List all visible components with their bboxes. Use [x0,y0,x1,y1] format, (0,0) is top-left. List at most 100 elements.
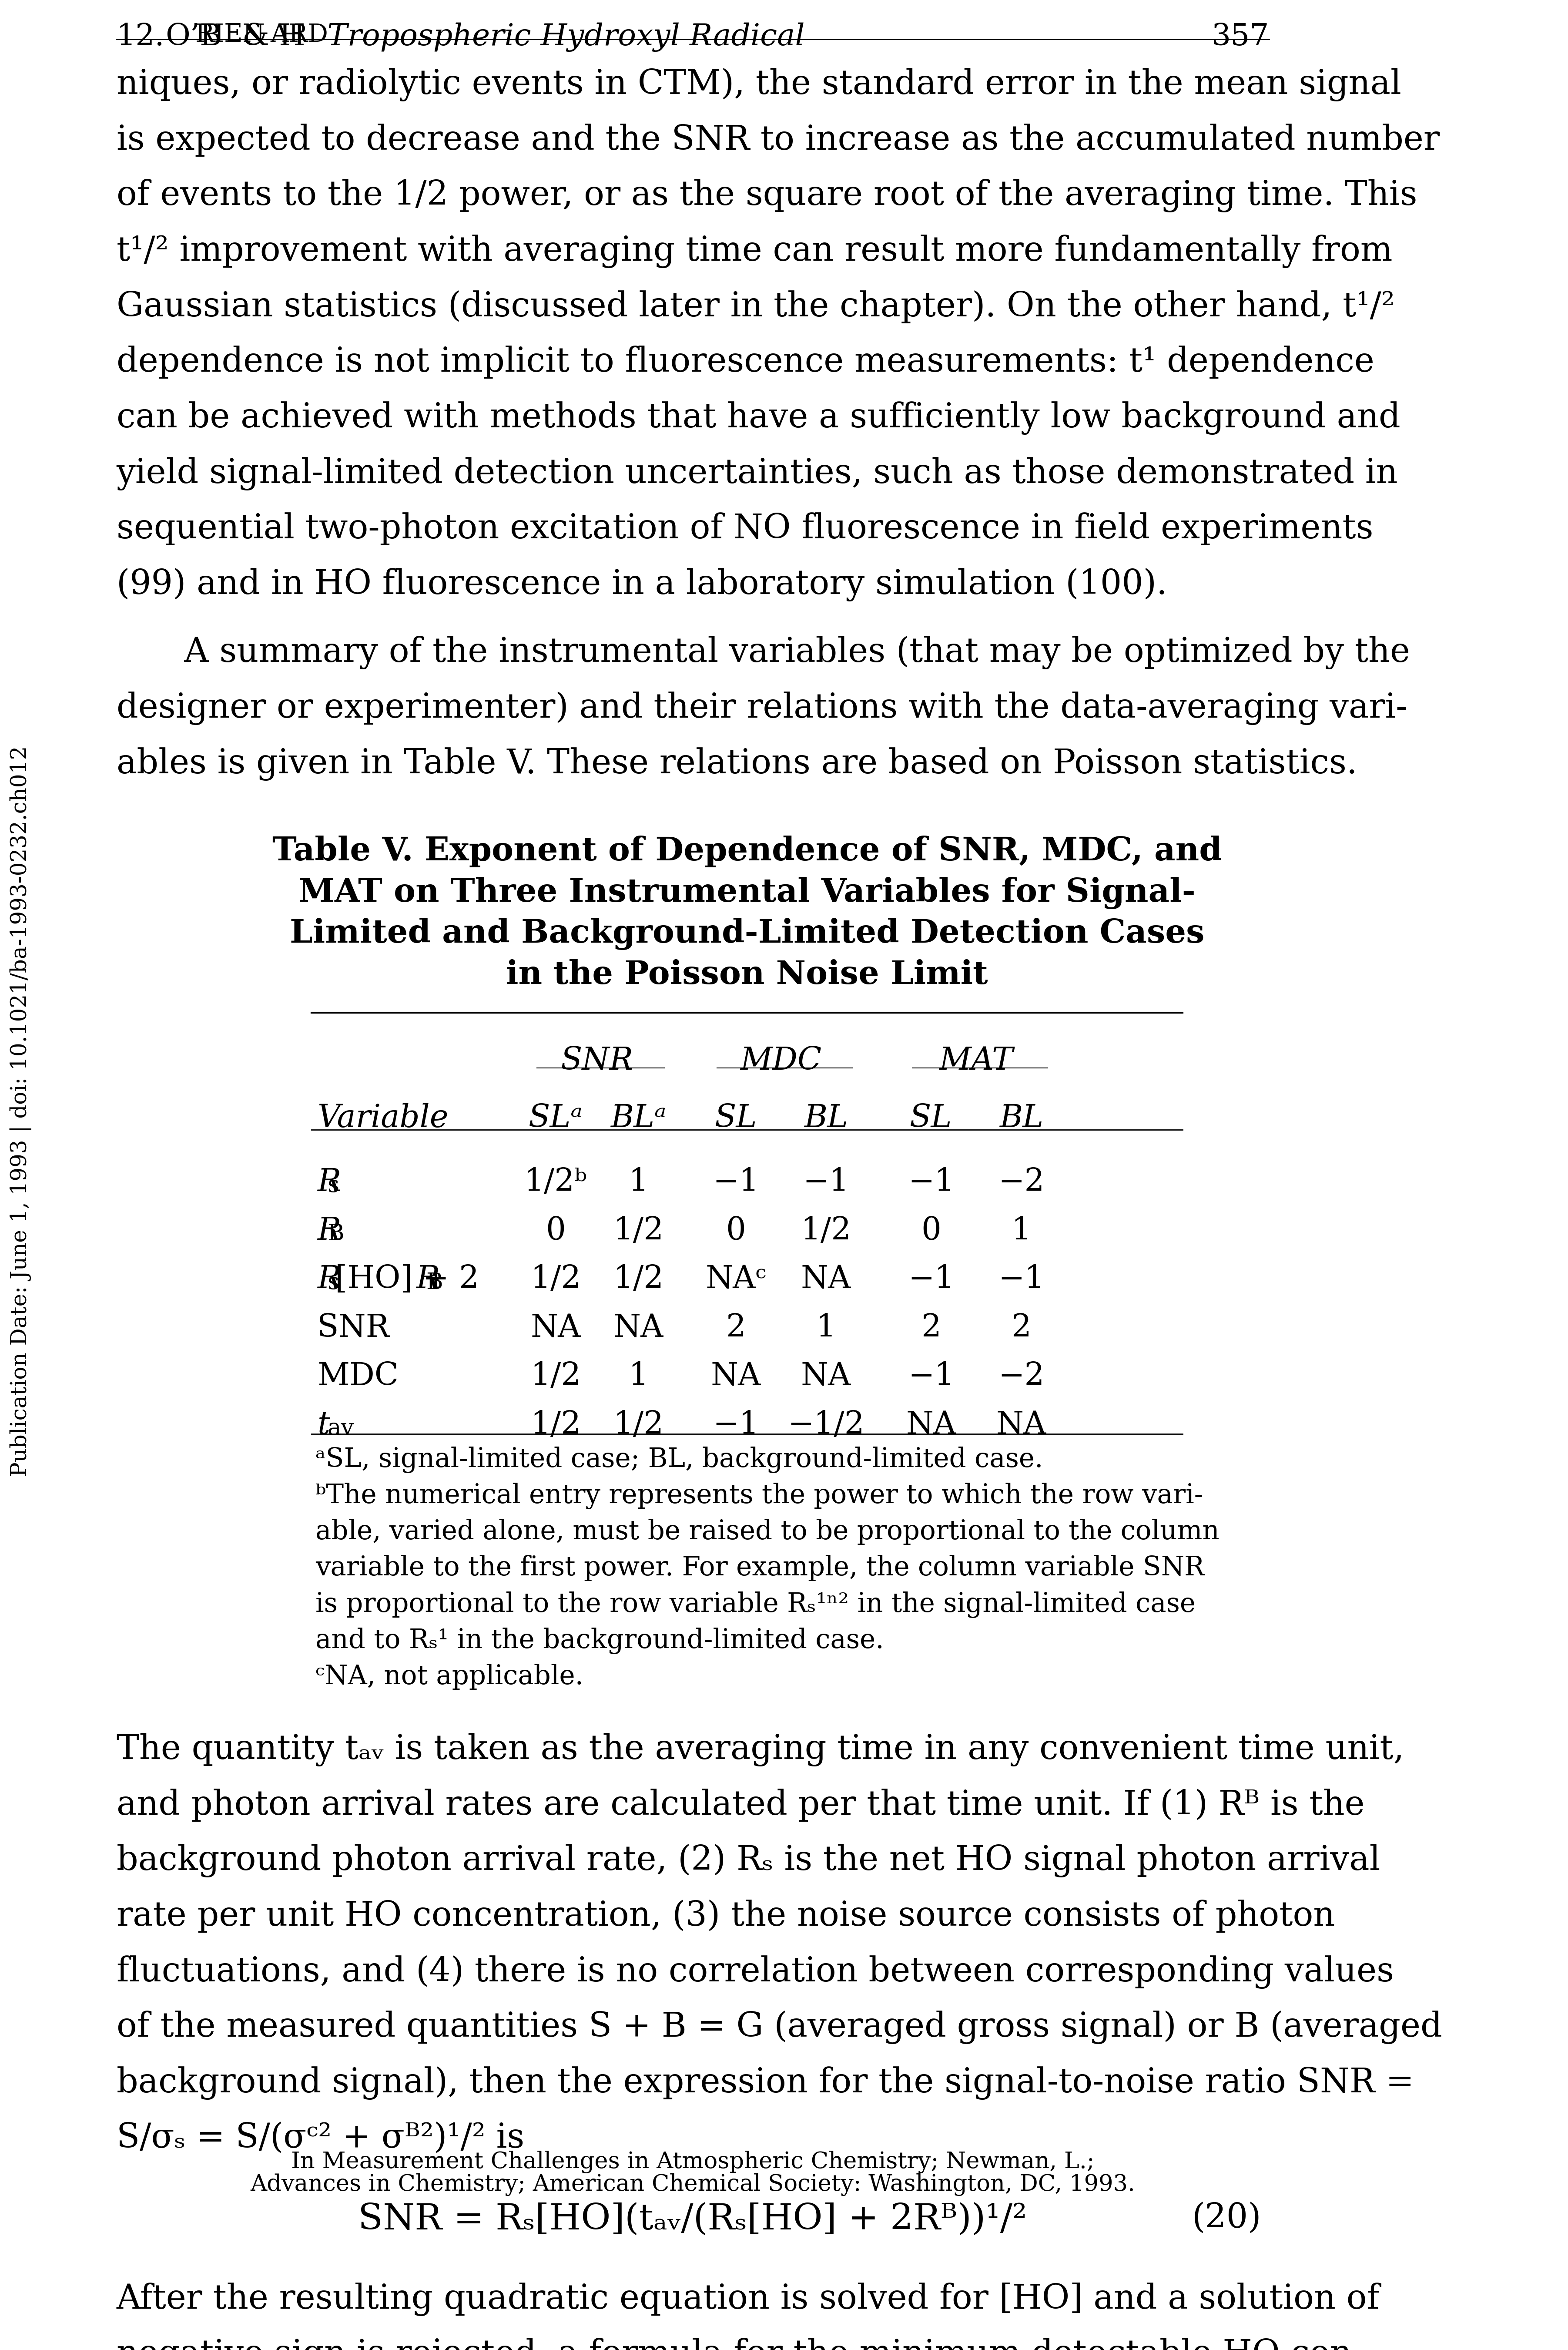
Text: 1: 1 [815,1314,836,1344]
Text: 1: 1 [629,1168,648,1199]
Text: R: R [317,1215,340,1246]
Text: BL: BL [804,1102,848,1133]
Text: dependence is not implicit to fluorescence measurements: t¹ dependence: dependence is not implicit to fluorescen… [116,345,1374,378]
Text: In Measurement Challenges in Atmospheric Chemistry; Newman, L.;: In Measurement Challenges in Atmospheric… [292,2150,1094,2174]
Text: −1: −1 [908,1264,955,1295]
Text: B: B [426,1271,444,1295]
Text: s: s [328,1271,339,1295]
Text: 2: 2 [920,1314,941,1344]
Text: (99) and in HO fluorescence in a laboratory simulation (100).: (99) and in HO fluorescence in a laborat… [116,569,1167,602]
Text: The quantity tₐᵥ is taken as the averaging time in any convenient time unit,: The quantity tₐᵥ is taken as the averagi… [116,1732,1403,1767]
Text: background photon arrival rate, (2) Rₛ is the net HO signal photon arrival: background photon arrival rate, (2) Rₛ i… [116,1845,1380,1878]
Text: BL: BL [999,1102,1043,1133]
Text: 357: 357 [1212,24,1269,52]
Text: SLᵃ: SLᵃ [528,1102,583,1133]
Text: R: R [416,1264,439,1295]
Text: sequential two-photon excitation of NO fluorescence in field experiments: sequential two-photon excitation of NO f… [116,512,1374,545]
Text: 1/2: 1/2 [613,1215,663,1246]
Text: 1/2: 1/2 [801,1215,851,1246]
Text: MDC: MDC [317,1361,398,1391]
Text: is expected to decrease and the SNR to increase as the accumulated number: is expected to decrease and the SNR to i… [116,125,1439,157]
Text: After the resulting quadratic equation is solved for [HO] and a solution of: After the resulting quadratic equation i… [116,2282,1380,2317]
Text: ᵃSL, signal-limited case; BL, background-limited case.: ᵃSL, signal-limited case; BL, background… [315,1448,1043,1473]
Text: variable to the first power. For example, the column variable SNR: variable to the first power. For example… [315,1556,1204,1582]
Text: −2: −2 [999,1168,1044,1199]
Text: ARD: ARD [270,24,328,47]
Text: RIEN: RIEN [196,24,265,47]
Text: 1/2: 1/2 [613,1410,663,1441]
Text: Publication Date: June 1, 1993 | doi: 10.1021/ba-1993-0232.ch012: Publication Date: June 1, 1993 | doi: 10… [9,745,31,1476]
Text: [HO] + 2: [HO] + 2 [336,1264,478,1295]
Text: 1/2: 1/2 [613,1264,663,1295]
Text: 0: 0 [726,1215,746,1246]
Text: s: s [328,1175,339,1196]
Text: MAT on Three Instrumental Variables for Signal-: MAT on Three Instrumental Variables for … [298,877,1196,909]
Text: SL: SL [909,1102,952,1133]
Text: rate per unit HO concentration, (3) the noise source consists of photon: rate per unit HO concentration, (3) the … [116,1899,1334,1932]
Text: O’B: O’B [165,24,221,52]
Text: t: t [317,1410,329,1441]
Text: and to Rₛ¹ in the background-limited case.: and to Rₛ¹ in the background-limited cas… [315,1629,884,1654]
Text: NAᶜ: NAᶜ [706,1264,767,1295]
Text: A summary of the instrumental variables (that may be optimized by the: A summary of the instrumental variables … [116,637,1410,670]
Text: 1/2ᵇ: 1/2ᵇ [524,1168,588,1199]
Text: SNR: SNR [317,1314,390,1344]
Text: NA: NA [906,1410,956,1441]
Text: −2: −2 [999,1361,1044,1391]
Text: SNR = Rₛ[HO](tₐᵥ/(Rₛ[HO] + 2Rᴮ))¹/²: SNR = Rₛ[HO](tₐᵥ/(Rₛ[HO] + 2Rᴮ))¹/² [358,2202,1027,2237]
Text: MAT: MAT [939,1046,1013,1076]
Text: ables is given in Table V. These relations are based on Poisson statistics.: ables is given in Table V. These relatio… [116,747,1356,780]
Text: Variable: Variable [317,1102,448,1133]
Text: Gaussian statistics (discussed later in the chapter). On the other hand, t¹/²: Gaussian statistics (discussed later in … [116,289,1394,324]
Text: −1: −1 [713,1168,759,1199]
Text: S/σₛ = S/(σᶜ² + σᴮ²)¹/² is: S/σₛ = S/(σᶜ² + σᴮ²)¹/² is [116,2122,524,2155]
Text: designer or experimenter) and their relations with the data-averaging vari-: designer or experimenter) and their rela… [116,691,1406,724]
Text: t¹/² improvement with averaging time can result more fundamentally from: t¹/² improvement with averaging time can… [116,235,1392,268]
Text: yield signal-limited detection uncertainties, such as those demonstrated in: yield signal-limited detection uncertain… [116,456,1399,491]
Text: in the Poisson Noise Limit: in the Poisson Noise Limit [506,959,988,992]
Text: niques, or radiolytic events in CTM), the standard error in the mean signal: niques, or radiolytic events in CTM), th… [116,68,1402,101]
Text: is proportional to the row variable Rₛ¹ⁿ² in the signal-limited case: is proportional to the row variable Rₛ¹ⁿ… [315,1591,1195,1617]
Text: NA: NA [530,1314,580,1344]
Text: ᵇThe numerical entry represents the power to which the row vari-: ᵇThe numerical entry represents the powe… [315,1483,1203,1509]
Text: −1: −1 [908,1361,955,1391]
Text: 1/2: 1/2 [530,1361,582,1391]
Text: NA: NA [801,1361,851,1391]
Text: 1: 1 [1011,1215,1032,1246]
Text: of the measured quantities S + B = G (averaged gross signal) or B (averaged: of the measured quantities S + B = G (av… [116,2012,1443,2044]
Text: Limited and Background-Limited Detection Cases: Limited and Background-Limited Detection… [290,919,1204,949]
Text: and photon arrival rates are calculated per that time unit. If (1) Rᴮ is the: and photon arrival rates are calculated … [116,1788,1364,1821]
Text: NA: NA [613,1314,663,1344]
Text: 0: 0 [920,1215,941,1246]
Text: R: R [317,1264,340,1295]
Text: −1: −1 [803,1168,850,1199]
Text: able, varied alone, must be raised to be proportional to the column: able, varied alone, must be raised to be… [315,1518,1220,1544]
Text: & H: & H [232,24,306,52]
Text: B: B [328,1222,345,1246]
Text: R: R [317,1168,340,1199]
Text: 0: 0 [546,1215,566,1246]
Text: can be achieved with methods that have a sufficiently low background and: can be achieved with methods that have a… [116,402,1400,435]
Text: 1: 1 [629,1361,648,1391]
Text: −1/2: −1/2 [787,1410,864,1441]
Text: MDC: MDC [740,1046,822,1076]
Text: NA: NA [801,1264,851,1295]
Text: −1: −1 [999,1264,1044,1295]
Text: NA: NA [996,1410,1046,1441]
Text: fluctuations, and (4) there is no correlation between corresponding values: fluctuations, and (4) there is no correl… [116,1955,1394,1988]
Text: (20): (20) [1192,2202,1262,2235]
Text: Tropospheric Hydroxyl Radical: Tropospheric Hydroxyl Radical [307,24,804,52]
Text: SNR: SNR [561,1046,633,1076]
Text: 1/2: 1/2 [530,1264,582,1295]
Text: negative sign is rejected, a formula for the minimum detectable HO con-: negative sign is rejected, a formula for… [116,2338,1363,2350]
Text: av: av [328,1417,354,1441]
Text: Advances in Chemistry; American Chemical Society: Washington, DC, 1993.: Advances in Chemistry; American Chemical… [251,2174,1135,2195]
Text: 2: 2 [726,1314,746,1344]
Text: ᶜNA, not applicable.: ᶜNA, not applicable. [315,1664,583,1690]
Text: 2: 2 [1011,1314,1032,1344]
Text: −1: −1 [908,1168,955,1199]
Text: of events to the 1/2 power, or as the square root of the averaging time. This: of events to the 1/2 power, or as the sq… [116,179,1417,212]
Text: 12.: 12. [116,24,165,52]
Text: −1: −1 [713,1410,759,1441]
Text: Table V. Exponent of Dependence of SNR, MDC, and: Table V. Exponent of Dependence of SNR, … [273,837,1221,867]
